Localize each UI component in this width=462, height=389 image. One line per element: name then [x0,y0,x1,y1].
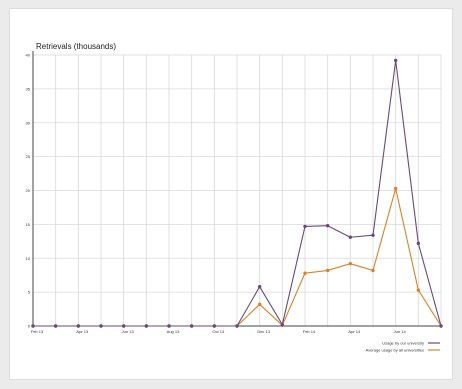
y-tick-label: 20 [26,188,31,193]
legend-item: Average usage by all universities [366,348,440,353]
data-point [76,324,81,328]
data-point [99,324,103,328]
data-point [325,224,330,228]
data-point [212,324,217,328]
x-tick-label: Oct 13 [212,329,225,334]
data-point [144,324,149,328]
x-tick-labels: Feb 13 Apr 13 Jun 13 Aug 13 Oct 13 Dec 13 Feb … [31,329,407,334]
series [31,58,443,328]
data-point [325,268,330,273]
x-tick-label: Apr 13 [76,329,89,334]
data-point [31,324,35,328]
data-point [371,268,375,273]
y-tick-labels: 0 5 10 15 20 25 30 35 40 [26,53,31,329]
data-point [393,58,398,63]
y-axis-title: Retrievals (thousands) [36,42,116,51]
series-0 [31,58,443,328]
y-tick-label: 15 [26,222,31,227]
legend-label: Usage by our university [382,341,424,346]
data-point [257,285,262,289]
data-point [280,322,285,327]
y-tick-label: 35 [26,86,31,91]
data-point [235,324,239,328]
data-point [121,324,126,328]
x-tick-label: Feb 14 [303,329,316,334]
legend-item: Usage by our university [382,341,440,346]
x-tick-label: Dec 13 [257,329,270,334]
x-tick-label: Feb 13 [31,329,44,334]
y-tick-label: 30 [26,120,31,125]
legend: Usage by our university Average usage by … [366,341,440,353]
data-point [416,288,421,292]
data-point [257,302,262,307]
data-point [167,324,171,328]
data-point [371,233,375,237]
legend-label: Average usage by all universities [366,348,424,353]
data-point [348,261,353,266]
usage-line-chart: Retrievals (thousands) 0510152025303540 … [26,42,443,353]
y-tick-label: 5 [28,290,31,295]
data-point [393,186,398,191]
data-point [416,241,421,246]
data-point [348,235,353,239]
x-tick-label: Aug 13 [167,329,180,334]
y-tick-label: 0 [28,324,31,329]
data-point [303,271,307,275]
x-tick-label: Jun 14 [394,329,407,334]
x-tick-label: Apr 14 [348,329,361,334]
data-point [303,224,307,229]
y-tick-label: 25 [26,154,31,159]
data-point [189,324,194,328]
y-tick-label: 40 [26,53,31,58]
x-tick-label: Jun 13 [122,329,135,334]
chart-card: Retrievals (thousands) 0 5 10 15 20 25 30 35 40 … [9,8,453,380]
data-point [53,324,58,328]
grid [33,54,442,326]
y-tick-label: 10 [26,256,31,261]
data-point [439,324,443,328]
